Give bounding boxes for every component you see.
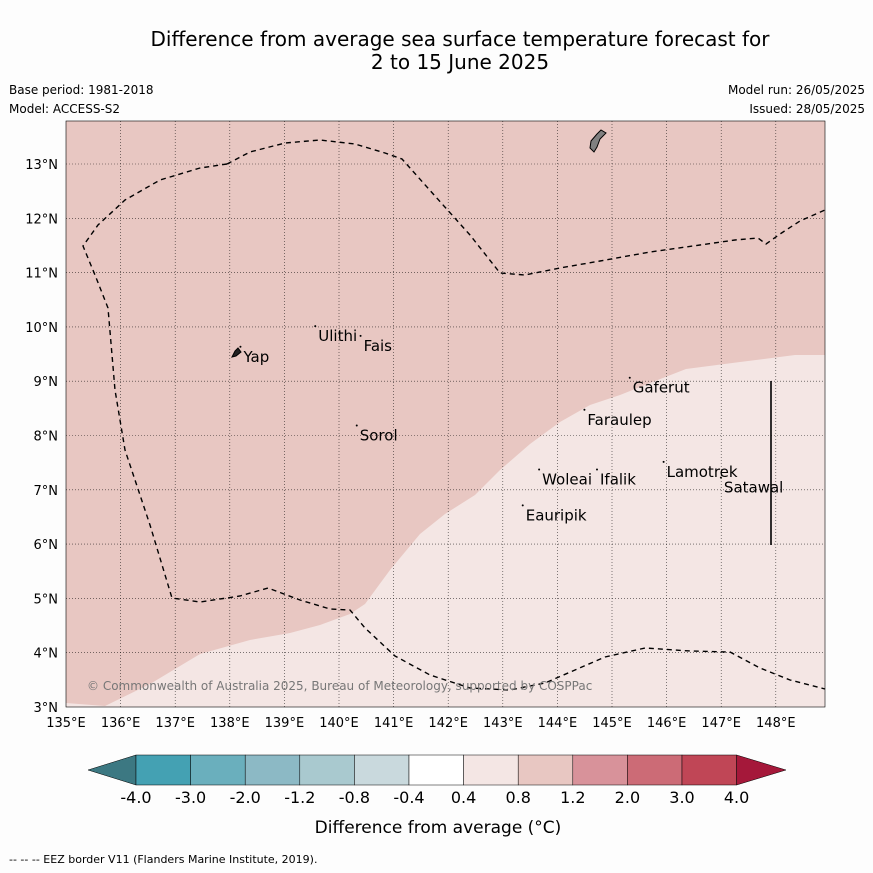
place-label: Eauripik — [526, 506, 587, 524]
longitude-tick-label: 143°E — [483, 716, 523, 731]
latitude-tick-label: 5°N — [34, 592, 59, 607]
graticule — [66, 121, 825, 707]
colorbar-tick-label: 0.8 — [505, 788, 530, 807]
longitude-tick-label: 138°E — [210, 716, 250, 731]
place-label: Satawal — [724, 479, 783, 497]
issued-date: Issued: 28/05/2025 — [749, 102, 865, 116]
colorbar-bin — [463, 754, 519, 786]
atoll-markers — [239, 325, 722, 507]
place-label: Ulithi — [318, 327, 357, 345]
meta-right: Model run: 26/05/2025 Issued: 28/05/2025 — [728, 81, 865, 119]
anomaly-region-0.4-0.8 — [66, 355, 825, 707]
latitude-tick-label: 12°N — [25, 212, 58, 227]
atoll-marker — [719, 476, 722, 479]
place-labels: Yap Ulithi Fais Sorol Gaferut Faraulep Woleai I… — [242, 327, 783, 524]
title-line-2: 2 to 15 June 2025 — [370, 50, 550, 74]
longitude-tick-label: 139°E — [265, 716, 305, 731]
colorbar-tick-label: 1.2 — [560, 788, 585, 807]
colorbar-bin — [299, 754, 355, 786]
colorbar-bin — [627, 754, 683, 786]
colorbar-tick-label: -4.0 — [120, 788, 151, 807]
colorbar-bin — [517, 754, 574, 786]
latitude-tick-label: 11°N — [25, 267, 58, 282]
place-label: Yap — [242, 348, 269, 366]
place-label: Gaferut — [633, 379, 690, 397]
longitude-tick-label: 141°E — [374, 716, 414, 731]
meta-left: Base period: 1981-2018 Model: ACCESS-S2 — [9, 81, 154, 119]
colorbar-bin — [408, 754, 464, 786]
latitude-tick-label: 4°N — [34, 647, 59, 662]
base-period: Base period: 1981-2018 — [9, 83, 154, 97]
colorbar-tick-label: -1.2 — [284, 788, 315, 807]
place-label: Sorol — [360, 427, 398, 445]
place-label: Faraulep — [587, 411, 651, 429]
atoll-marker — [628, 376, 631, 379]
latitude-labels: 3°N 4°N 5°N 6°N 7°N 8°N 9°N 10°N 11°N 12°N 13°N — [25, 158, 58, 716]
atoll-marker — [521, 504, 524, 507]
longitude-tick-label: 142°E — [428, 716, 468, 731]
place-label: Lamotrek — [667, 463, 738, 481]
colorbar-bin — [135, 754, 191, 786]
eez-border-north — [226, 139, 826, 276]
colorbar-extend-high — [736, 754, 787, 786]
colorbar-bin — [572, 754, 628, 786]
atoll-marker — [538, 468, 541, 471]
latitude-tick-label: 7°N — [34, 484, 59, 499]
colorbar-tick-label: -2.0 — [230, 788, 261, 807]
place-label: Woleai — [542, 470, 592, 488]
place-label: Ifalik — [600, 470, 636, 488]
map-title: Difference from average sea surface temp… — [100, 28, 820, 74]
colorbar-tick-label: -0.4 — [393, 788, 424, 807]
atoll-marker — [239, 345, 242, 348]
latitude-tick-label: 3°N — [34, 701, 59, 716]
latitude-tick-label: 9°N — [34, 375, 59, 390]
atoll-marker — [662, 460, 665, 463]
latitude-tick-label: 6°N — [34, 538, 59, 553]
longitude-tick-label: 144°E — [538, 716, 578, 731]
colorbar-bin — [681, 754, 737, 786]
latitude-tick-label: 13°N — [25, 158, 58, 173]
longitude-tick-label: 148°E — [756, 716, 796, 731]
colorbar-tick-label: 3.0 — [669, 788, 694, 807]
yap-land — [231, 347, 242, 358]
atoll-marker — [355, 424, 358, 427]
longitude-tick-label: 147°E — [701, 716, 741, 731]
colorbar-tick-label: 0.4 — [451, 788, 476, 807]
colorbar — [87, 754, 787, 786]
colorbar-tick-label: 2.0 — [615, 788, 640, 807]
atoll-marker — [314, 325, 317, 328]
colorbar-extend-low — [87, 754, 137, 786]
longitude-tick-label: 145°E — [592, 716, 632, 731]
longitude-tick-label: 137°E — [155, 716, 195, 731]
longitude-tick-label: 146°E — [647, 716, 687, 731]
colorbar-tick-label: -3.0 — [175, 788, 206, 807]
colorbar-tick-labels: -4.0 -3.0 -2.0 -1.2 -0.8 -0.4 0.4 0.8 1.2 2.0 3.0 4… — [120, 788, 749, 807]
copyright-text: © Commonwealth of Australia 2025, Bureau… — [87, 679, 592, 693]
map-frame — [65, 120, 826, 708]
footer-eez-credit: -- -- -- EEZ border V11 (Flanders Marine… — [9, 853, 318, 866]
longitude-tick-label: 136°E — [101, 716, 141, 731]
longitude-tick-label: 140°E — [319, 716, 359, 731]
atoll-marker — [583, 408, 586, 411]
latitude-tick-label: 10°N — [25, 321, 58, 336]
place-label: Fais — [364, 337, 393, 355]
longitude-labels: 135°E 136°E 137°E 138°E 139°E 140°E 141°E 142°E… — [46, 716, 795, 731]
model-name: Model: ACCESS-S2 — [9, 102, 121, 116]
model-run: Model run: 26/05/2025 — [727, 83, 865, 97]
title-line-1: Difference from average sea surface temp… — [150, 27, 770, 51]
colorbar-bin — [244, 754, 301, 786]
eez-border-west — [82, 163, 826, 691]
atoll-marker — [359, 334, 362, 337]
atoll-marker — [595, 468, 598, 471]
map-panel: Yap Ulithi Fais Sorol Gaferut Faraulep Woleai I… — [25, 120, 826, 731]
colorbar-tick-label: 4.0 — [724, 788, 749, 807]
colorbar-bin — [354, 754, 410, 786]
latitude-tick-label: 8°N — [34, 430, 59, 445]
colorbar-label: Difference from average (°C) — [315, 818, 562, 838]
guam-land — [589, 129, 607, 153]
colorbar-tick-label: -0.8 — [339, 788, 370, 807]
longitude-tick-label: 135°E — [46, 716, 86, 731]
colorbar-bin — [190, 754, 246, 786]
